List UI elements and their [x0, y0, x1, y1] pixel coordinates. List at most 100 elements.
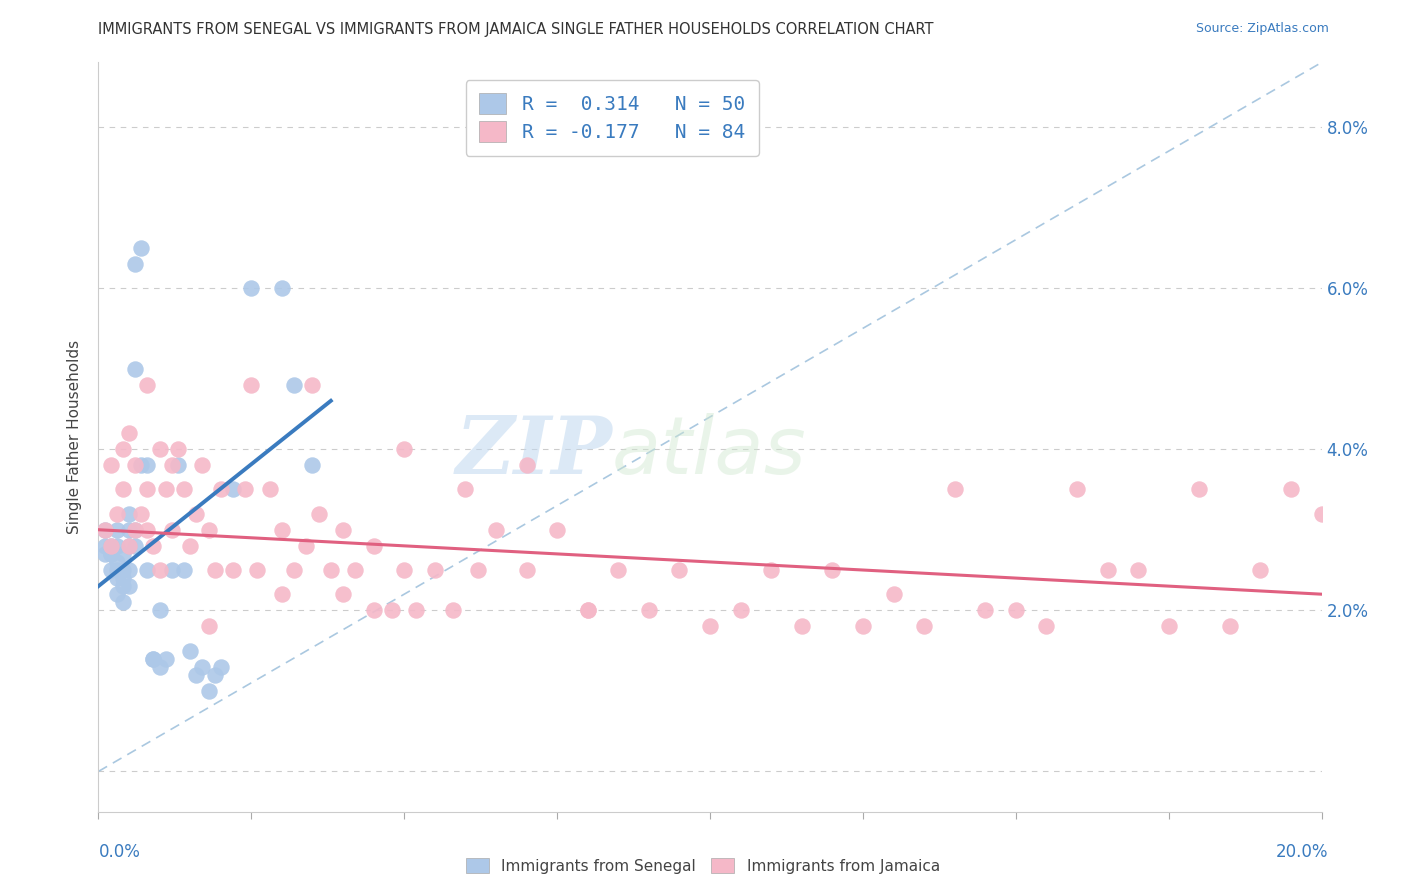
Point: [136, 523, 159, 537]
Point: [129, 241, 152, 255]
Point: [852, 619, 875, 633]
Point: [111, 563, 134, 577]
Point: [308, 507, 330, 521]
Point: [1188, 483, 1211, 497]
Point: [454, 483, 477, 497]
Point: [405, 603, 427, 617]
Point: [124, 458, 146, 473]
Point: [100, 547, 122, 561]
Legend: R =  0.314   N = 50, R = -0.177   N = 84: R = 0.314 N = 50, R = -0.177 N = 84: [465, 79, 759, 156]
Point: [270, 587, 292, 601]
Point: [283, 563, 305, 577]
Point: [821, 563, 844, 577]
Point: [118, 563, 141, 577]
Point: [111, 579, 134, 593]
Point: [759, 563, 782, 577]
Point: [209, 483, 232, 497]
Point: [883, 587, 905, 601]
Point: [222, 483, 245, 497]
Point: [105, 555, 128, 569]
Point: [1128, 563, 1150, 577]
Point: [136, 377, 159, 392]
Point: [186, 507, 208, 521]
Point: [392, 442, 416, 457]
Point: [319, 563, 342, 577]
Point: [301, 377, 323, 392]
Point: [118, 425, 141, 440]
Point: [197, 619, 219, 633]
Point: [912, 619, 935, 633]
Point: [105, 539, 128, 553]
Point: [363, 539, 385, 553]
Point: [100, 547, 122, 561]
Point: [100, 539, 122, 553]
Point: [1066, 483, 1088, 497]
Point: [546, 523, 568, 537]
Point: [197, 684, 219, 698]
Point: [974, 603, 997, 617]
Point: [118, 539, 141, 553]
Point: [136, 563, 159, 577]
Point: [1249, 563, 1271, 577]
Text: 20.0%: 20.0%: [1277, 843, 1329, 861]
Point: [100, 563, 122, 577]
Point: [105, 571, 128, 585]
Point: [167, 458, 190, 473]
Point: [204, 563, 226, 577]
Point: [160, 563, 183, 577]
Point: [124, 539, 146, 553]
Point: [441, 603, 464, 617]
Point: [124, 523, 146, 537]
Point: [118, 523, 141, 537]
Point: [93, 523, 115, 537]
Point: [93, 523, 115, 537]
Text: ZIP: ZIP: [456, 413, 612, 491]
Point: [1035, 619, 1057, 633]
Point: [160, 458, 183, 473]
Point: [111, 571, 134, 585]
Point: [730, 603, 752, 617]
Point: [105, 563, 128, 577]
Point: [607, 563, 630, 577]
Point: [173, 563, 195, 577]
Point: [111, 595, 134, 609]
Point: [423, 563, 446, 577]
Point: [149, 563, 172, 577]
Point: [576, 603, 599, 617]
Y-axis label: Single Father Households: Single Father Households: [67, 340, 83, 534]
Legend: Immigrants from Senegal, Immigrants from Jamaica: Immigrants from Senegal, Immigrants from…: [460, 852, 946, 880]
Point: [246, 563, 269, 577]
Point: [381, 603, 404, 617]
Point: [118, 579, 141, 593]
Point: [136, 458, 159, 473]
Point: [105, 587, 128, 601]
Point: [179, 539, 201, 553]
Point: [516, 458, 538, 473]
Point: [160, 523, 183, 537]
Point: [283, 377, 305, 392]
Point: [142, 539, 165, 553]
Point: [222, 563, 245, 577]
Point: [100, 539, 122, 553]
Point: [209, 659, 232, 673]
Point: [173, 483, 195, 497]
Point: [637, 603, 661, 617]
Point: [467, 563, 489, 577]
Point: [295, 539, 318, 553]
Point: [93, 547, 115, 561]
Point: [516, 563, 538, 577]
Point: [155, 483, 177, 497]
Point: [204, 667, 226, 681]
Text: 0.0%: 0.0%: [98, 843, 141, 861]
Text: IMMIGRANTS FROM SENEGAL VS IMMIGRANTS FROM JAMAICA SINGLE FATHER HOUSEHOLDS CORR: IMMIGRANTS FROM SENEGAL VS IMMIGRANTS FR…: [98, 22, 934, 37]
Point: [149, 603, 172, 617]
Point: [149, 659, 172, 673]
Point: [344, 563, 367, 577]
Point: [301, 458, 323, 473]
Point: [259, 483, 281, 497]
Point: [167, 442, 190, 457]
Point: [485, 523, 508, 537]
Point: [105, 507, 128, 521]
Point: [129, 458, 152, 473]
Point: [270, 281, 292, 295]
